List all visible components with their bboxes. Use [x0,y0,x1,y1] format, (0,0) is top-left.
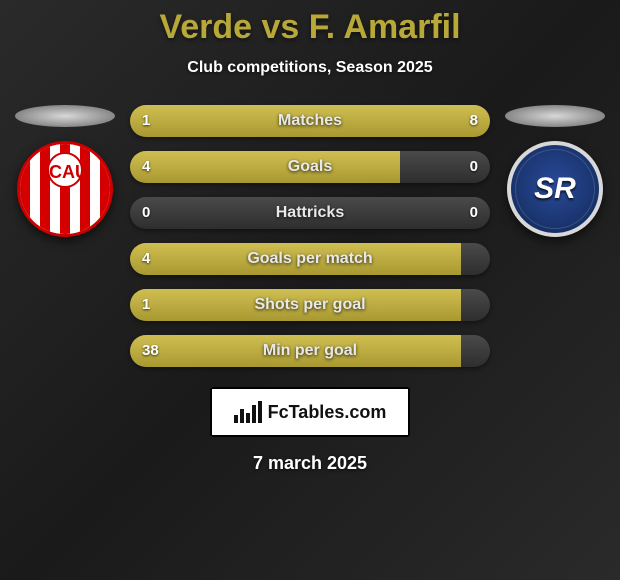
stat-value-right: 8 [458,105,490,137]
stat-value-left: 1 [130,105,162,137]
footer-brand-text: FcTables.com [268,402,387,423]
bar-fill-right [170,105,490,137]
badge-ring-icon [515,149,595,229]
stat-value-left: 38 [130,335,171,367]
team-left-column: CAU [10,105,120,237]
stat-row: 4Goals per match [130,243,490,275]
bar-fill-left [130,151,400,183]
stat-row: 00Hattricks [130,197,490,229]
bar-track [130,197,490,229]
page-title: Verde vs F. Amarfil [0,0,620,47]
team-left-badge: CAU [17,141,113,237]
date-label: 7 march 2025 [0,453,620,474]
stat-value-left: 1 [130,289,162,321]
stat-row: 40Goals [130,151,490,183]
comparison-panel: CAU 18Matches40Goals00Hattricks4Goals pe… [0,105,620,367]
team-right-badge: SR [507,141,603,237]
bars-chart-icon [234,401,262,423]
stat-value-right: 0 [458,151,490,183]
footer-brand-logo: FcTables.com [210,387,410,437]
subtitle: Club competitions, Season 2025 [0,59,620,77]
stat-value-right: 0 [458,197,490,229]
stat-value-left: 4 [130,151,162,183]
pedestal-icon [505,105,605,127]
stats-bars: 18Matches40Goals00Hattricks4Goals per ma… [130,105,490,367]
stat-row: 38Min per goal [130,335,490,367]
team-right-column: SR [500,105,610,237]
bar-fill-left [130,243,461,275]
stat-row: 1Shots per goal [130,289,490,321]
stat-value-left: 0 [130,197,162,229]
stat-row: 18Matches [130,105,490,137]
team-left-monogram: CAU [47,152,83,188]
bar-fill-left [130,289,461,321]
stat-value-left: 4 [130,243,162,275]
bar-fill-left [130,335,461,367]
pedestal-icon [15,105,115,127]
